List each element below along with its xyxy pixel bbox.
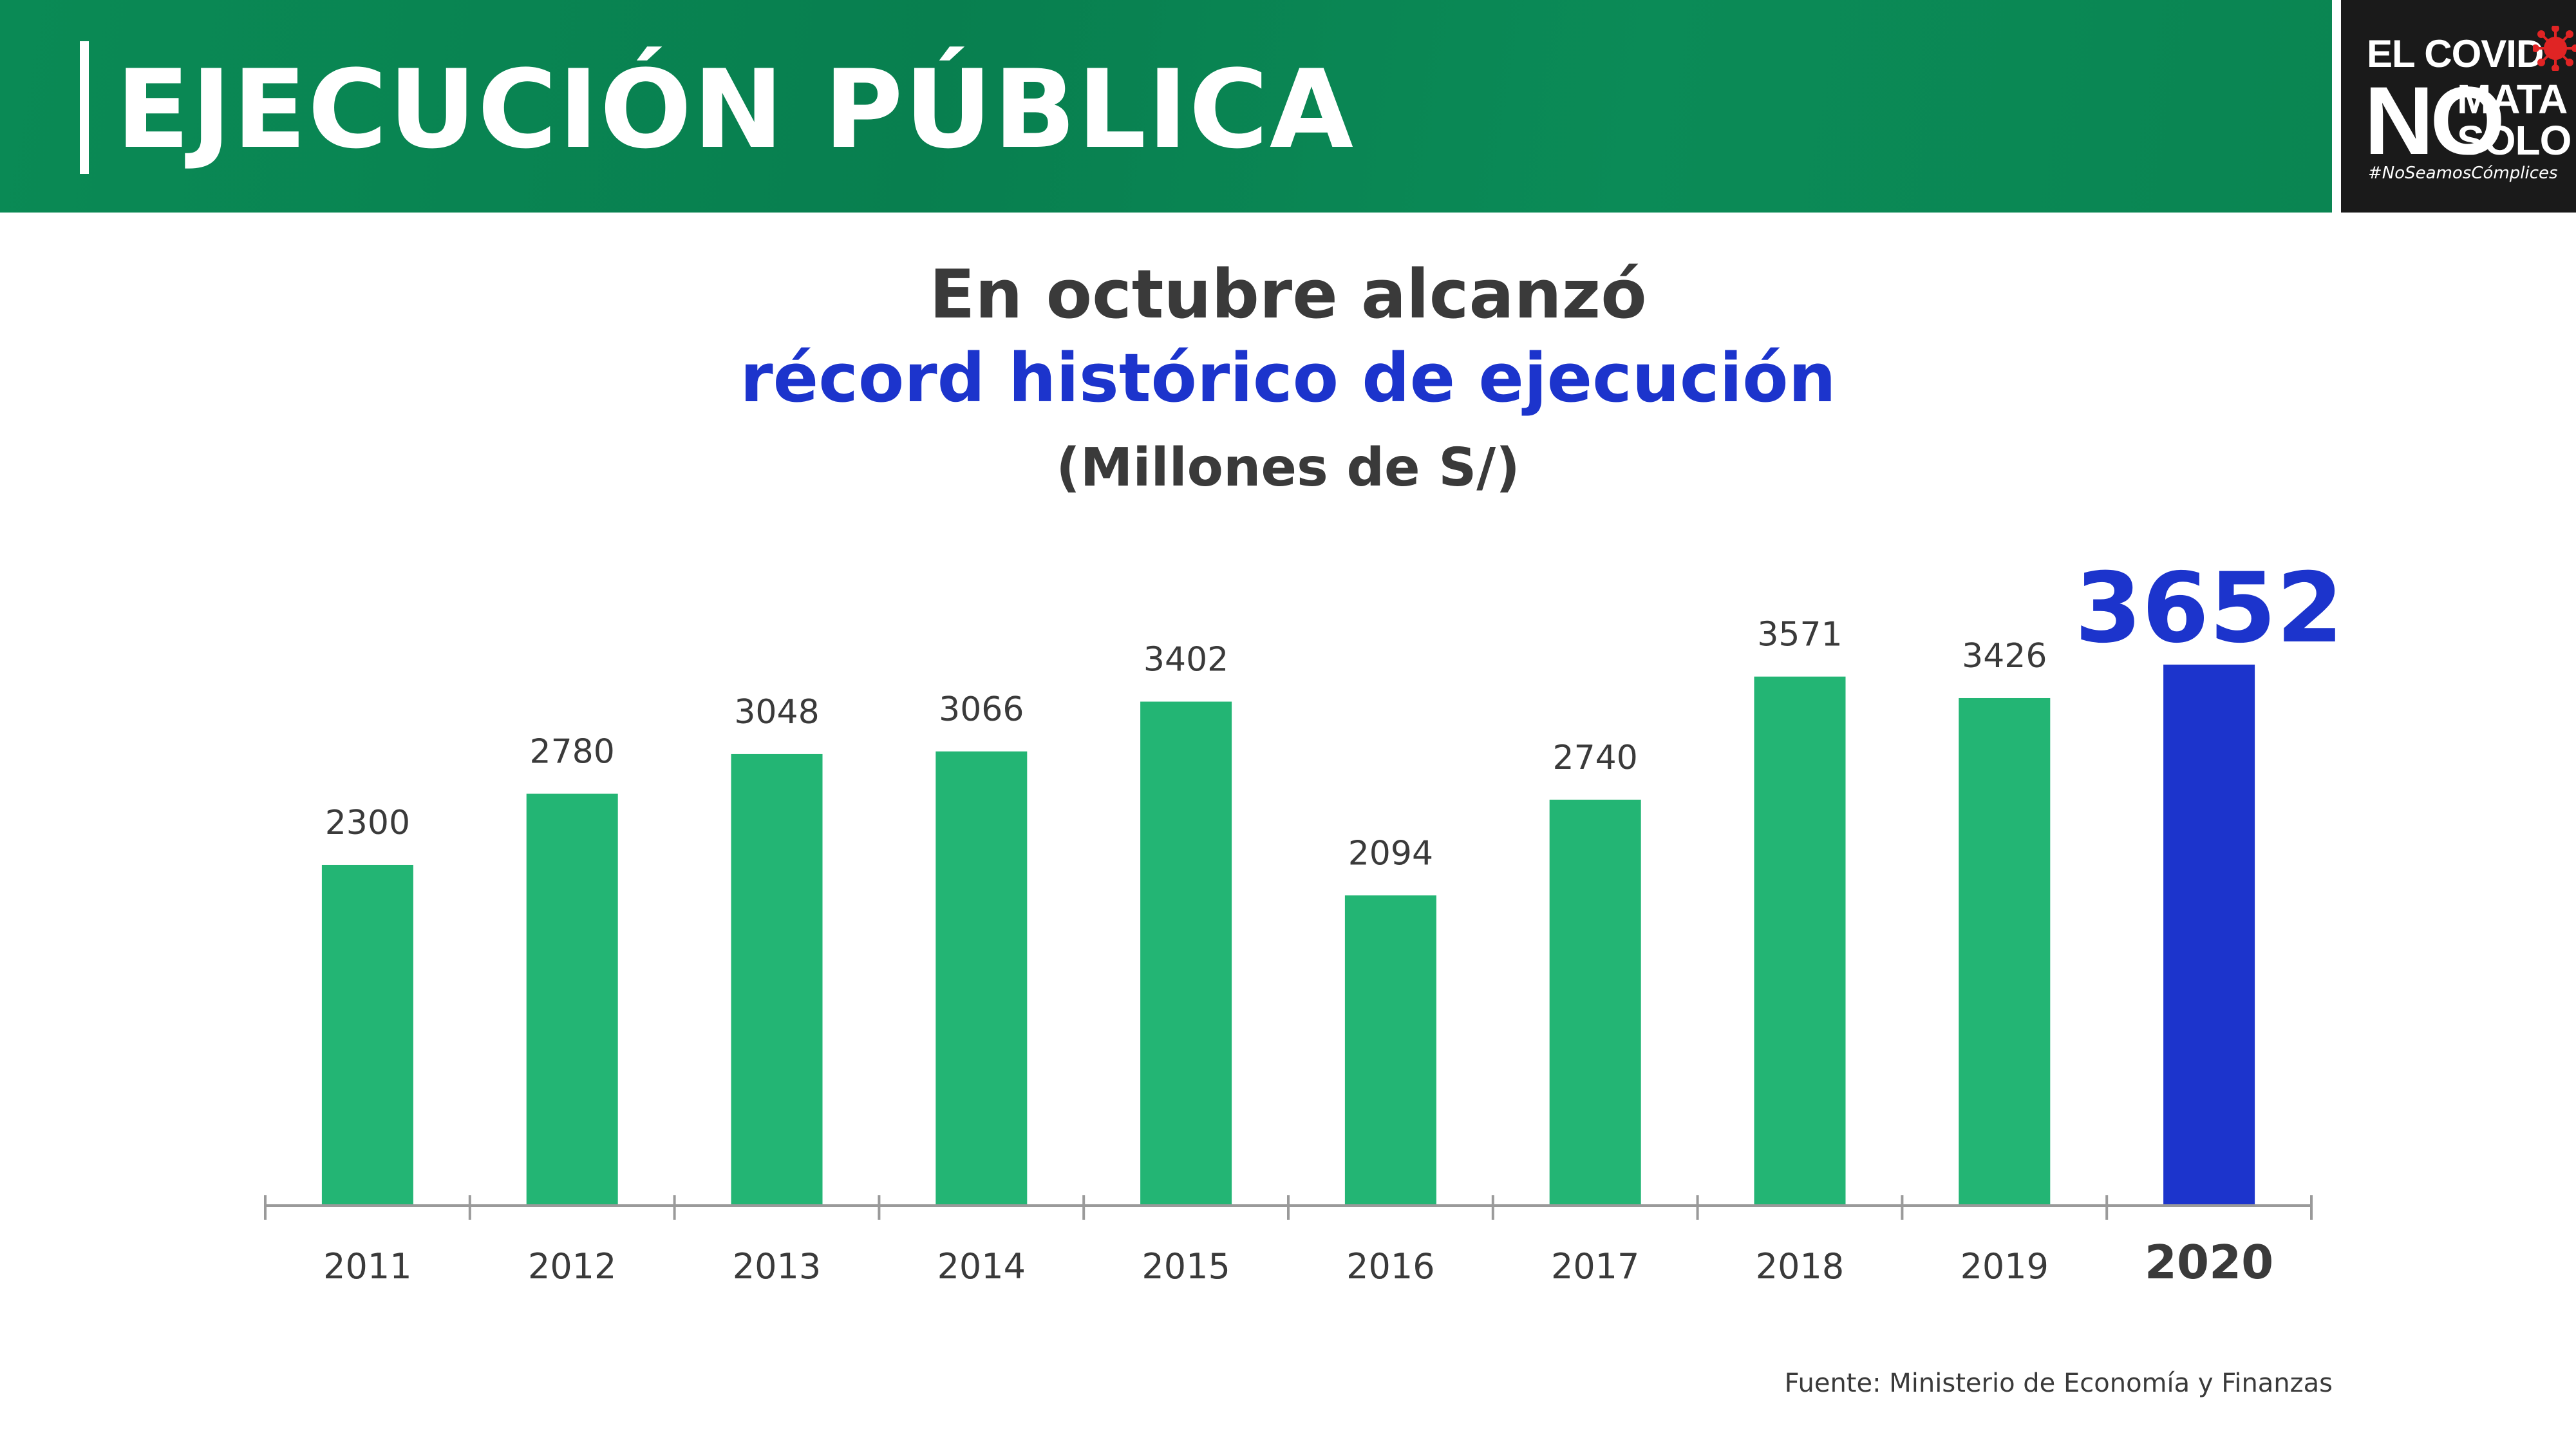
logo-hashtag: #NoSeamosCómplices <box>2368 164 2558 183</box>
bar-2012 <box>526 793 618 1206</box>
x-tick-label-2015: 2015 <box>1142 1246 1230 1287</box>
virus-icon <box>2533 26 2576 71</box>
page-title: EJECUCIÓN PÚBLICA <box>116 46 1355 173</box>
logo-word-solo: SOLO <box>2457 117 2571 164</box>
data-label-2015: 3402 <box>1143 641 1228 679</box>
bar-2019 <box>1959 697 2051 1206</box>
bar-2018 <box>1754 676 1846 1206</box>
x-tick-label-2012: 2012 <box>528 1246 616 1287</box>
campaign-logo: EL COVID NO MATA SOLO #NoSeamosCómplices <box>2341 0 2576 213</box>
data-label-2019: 3426 <box>1962 637 2047 676</box>
x-tick-label-2019: 2019 <box>1960 1246 2049 1287</box>
bar-2020 <box>2163 665 2255 1206</box>
data-label-2017: 2740 <box>1553 739 1638 777</box>
source-note: Fuente: Ministerio de Economía y Finanza… <box>1784 1368 2333 1398</box>
x-tick-label-2018: 2018 <box>1756 1246 1844 1287</box>
x-tick-label-2017: 2017 <box>1551 1246 1639 1287</box>
x-tick-label-2011: 2011 <box>323 1246 411 1287</box>
bar-2013 <box>731 753 823 1206</box>
bar-2017 <box>1549 799 1641 1206</box>
bar-2011 <box>321 864 413 1206</box>
x-tick-label-2020: 2020 <box>2145 1235 2273 1289</box>
header-accent-bar <box>80 41 89 174</box>
logo-word-no: NO <box>2364 66 2505 175</box>
data-label-2016: 2094 <box>1348 834 1433 873</box>
x-tick-label-2014: 2014 <box>937 1246 1026 1287</box>
chart-title-highlight: récord histórico de ejecución <box>740 339 1836 417</box>
x-tick-label-2016: 2016 <box>1346 1246 1434 1287</box>
header-banner: EJECUCIÓN PÚBLICA <box>0 0 2332 213</box>
chart-subtitle: (Millones de S/) <box>1056 437 1520 498</box>
bar-2014 <box>935 751 1028 1206</box>
bar-2015 <box>1140 701 1232 1206</box>
data-label-2012: 2780 <box>530 733 615 772</box>
data-label-2011: 2300 <box>325 804 410 842</box>
data-label-2018: 3571 <box>1757 616 1842 654</box>
data-label-2014: 3066 <box>939 690 1024 729</box>
x-tick-label-2013: 2013 <box>733 1246 821 1287</box>
logo-line-el-covid: EL COVID <box>2367 32 2544 75</box>
data-label-2013: 3048 <box>734 693 819 732</box>
data-label-2020: 3652 <box>2074 553 2343 665</box>
bar-2016 <box>1344 895 1436 1206</box>
chart-title: En octubre alcanzó <box>929 255 1647 334</box>
logo-word-mata: MATA <box>2457 76 2568 122</box>
